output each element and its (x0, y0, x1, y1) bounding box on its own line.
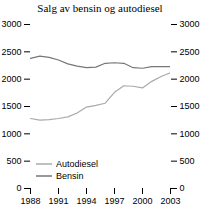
svg-text:1000: 1000 (1, 129, 21, 139)
svg-text:2003: 2003 (160, 196, 180, 206)
html-text:Autodiesel: Autodiesel (56, 159, 98, 169)
svg-text:1994: 1994 (76, 196, 96, 206)
svg-text:2000: 2000 (1, 74, 21, 84)
svg-text:1988: 1988 (20, 196, 40, 206)
html-text:Bensin: Bensin (56, 171, 84, 181)
svg-text:1997: 1997 (104, 196, 124, 206)
svg-text:3000: 3000 (1, 19, 21, 29)
svg-text:1991: 1991 (48, 196, 68, 206)
svg-text:500: 500 (180, 156, 195, 166)
svg-text:1500: 1500 (1, 101, 21, 111)
svg-text:1500: 1500 (180, 101, 200, 111)
svg-text:2000: 2000 (132, 196, 152, 206)
svg-text:500: 500 (6, 156, 21, 166)
svg-text:2500: 2500 (180, 47, 200, 57)
svg-text:2500: 2500 (1, 47, 21, 57)
svg-text:3000: 3000 (180, 19, 200, 29)
svg-text:0: 0 (180, 183, 185, 193)
html-text:Salg av bensin og autodiesel: Salg av bensin og autodiesel (37, 2, 163, 14)
svg-text:2000: 2000 (180, 74, 200, 84)
svg-text:1000: 1000 (180, 129, 200, 139)
svg-text:0: 0 (16, 183, 21, 193)
